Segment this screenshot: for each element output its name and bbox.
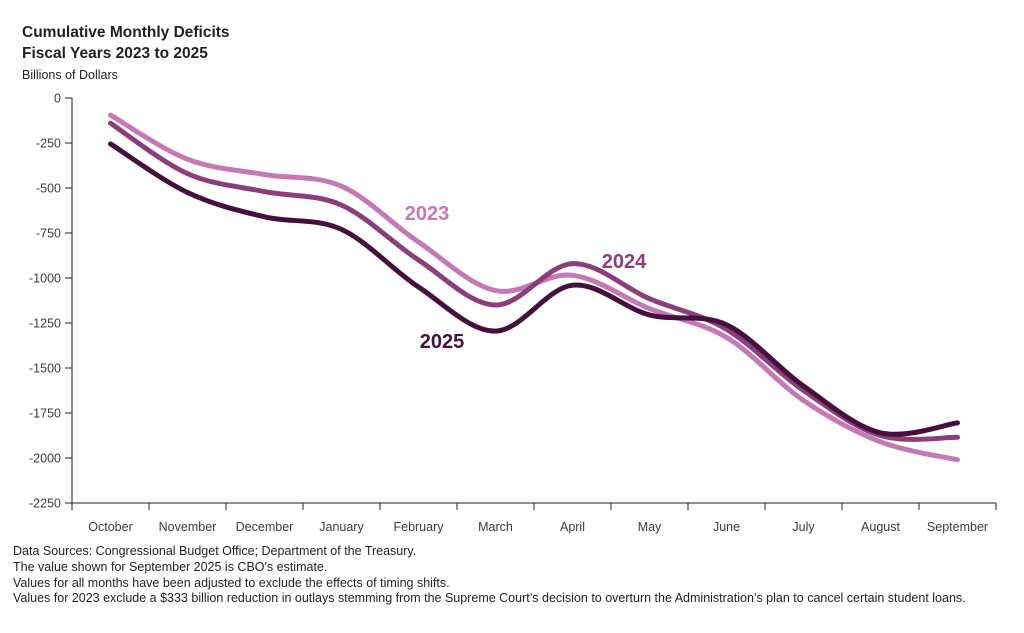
y-tick-label: -2000 xyxy=(29,452,61,466)
y-tick-label: -2250 xyxy=(29,497,61,511)
x-month-label: April xyxy=(560,520,585,534)
chart-title: Cumulative Monthly Deficits Fiscal Years… xyxy=(22,22,230,64)
x-month-label: September xyxy=(927,520,988,534)
y-tick-label: -1250 xyxy=(29,317,61,331)
series-label-2023: 2023 xyxy=(405,203,450,225)
x-month-label: March xyxy=(478,520,513,534)
y-tick-label: -500 xyxy=(36,182,61,196)
footnote-timing-shifts: Values for all months have been adjusted… xyxy=(13,575,450,590)
y-tick-label: 0 xyxy=(54,92,61,106)
footnotes: Data Sources: Congressional Budget Offic… xyxy=(13,544,966,607)
x-month-label: January xyxy=(319,520,364,534)
series-label-2024: 2024 xyxy=(602,251,647,273)
footnote-student-loans: Values for 2023 exclude a $333 billion r… xyxy=(13,591,966,606)
y-tick-label: -1500 xyxy=(29,362,61,376)
x-month-label: July xyxy=(792,520,815,534)
chart-title-line2: Fiscal Years 2023 to 2025 xyxy=(22,45,208,62)
chart-title-line1: Cumulative Monthly Deficits xyxy=(22,24,230,41)
series-line-2024 xyxy=(108,120,960,442)
x-month-label: October xyxy=(88,520,132,534)
y-tick-label: -1750 xyxy=(29,407,61,421)
y-tick-label: -1000 xyxy=(29,272,61,286)
x-month-label: February xyxy=(393,520,444,534)
y-tick-label: -250 xyxy=(36,137,61,151)
units-label: Billions of Dollars xyxy=(22,68,118,82)
x-month-label: November xyxy=(159,520,217,534)
x-month-label: May xyxy=(638,520,662,534)
x-month-label: December xyxy=(236,520,294,534)
footnote-data-sources: Data Sources: Congressional Budget Offic… xyxy=(13,544,417,558)
footnote-september-estimate: The value shown for September 2025 is CB… xyxy=(13,559,328,574)
series-line-2025 xyxy=(108,141,960,437)
series-label-2025: 2025 xyxy=(420,331,465,353)
y-tick-label: -750 xyxy=(36,227,61,241)
x-month-label: August xyxy=(861,520,900,534)
x-month-label: June xyxy=(713,520,740,534)
